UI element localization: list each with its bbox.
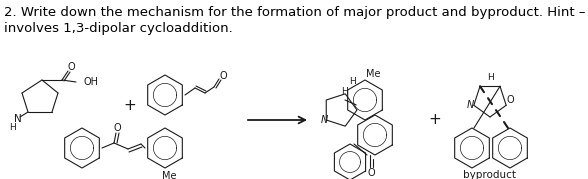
Text: Me: Me — [366, 69, 380, 79]
Text: 2. Write down the mechanism for the formation of major product and byproduct. Hi: 2. Write down the mechanism for the form… — [4, 6, 588, 19]
Text: Me: Me — [162, 171, 176, 179]
Text: H: H — [487, 74, 493, 83]
Text: O: O — [219, 71, 227, 81]
Text: involves 1,3-dipolar cycloaddition.: involves 1,3-dipolar cycloaddition. — [4, 22, 233, 35]
Text: byproduct: byproduct — [463, 170, 516, 179]
Text: O: O — [113, 123, 121, 133]
Text: +: + — [429, 112, 442, 127]
Text: O: O — [367, 168, 375, 178]
Text: H: H — [9, 122, 16, 132]
Text: O: O — [506, 95, 514, 105]
Text: H: H — [340, 88, 348, 96]
Text: +: + — [123, 98, 136, 112]
Text: H: H — [350, 78, 356, 86]
Text: O: O — [67, 62, 75, 72]
Text: N: N — [320, 115, 328, 125]
Text: N: N — [14, 114, 22, 124]
Text: OH: OH — [84, 77, 99, 87]
Text: N: N — [466, 100, 473, 110]
